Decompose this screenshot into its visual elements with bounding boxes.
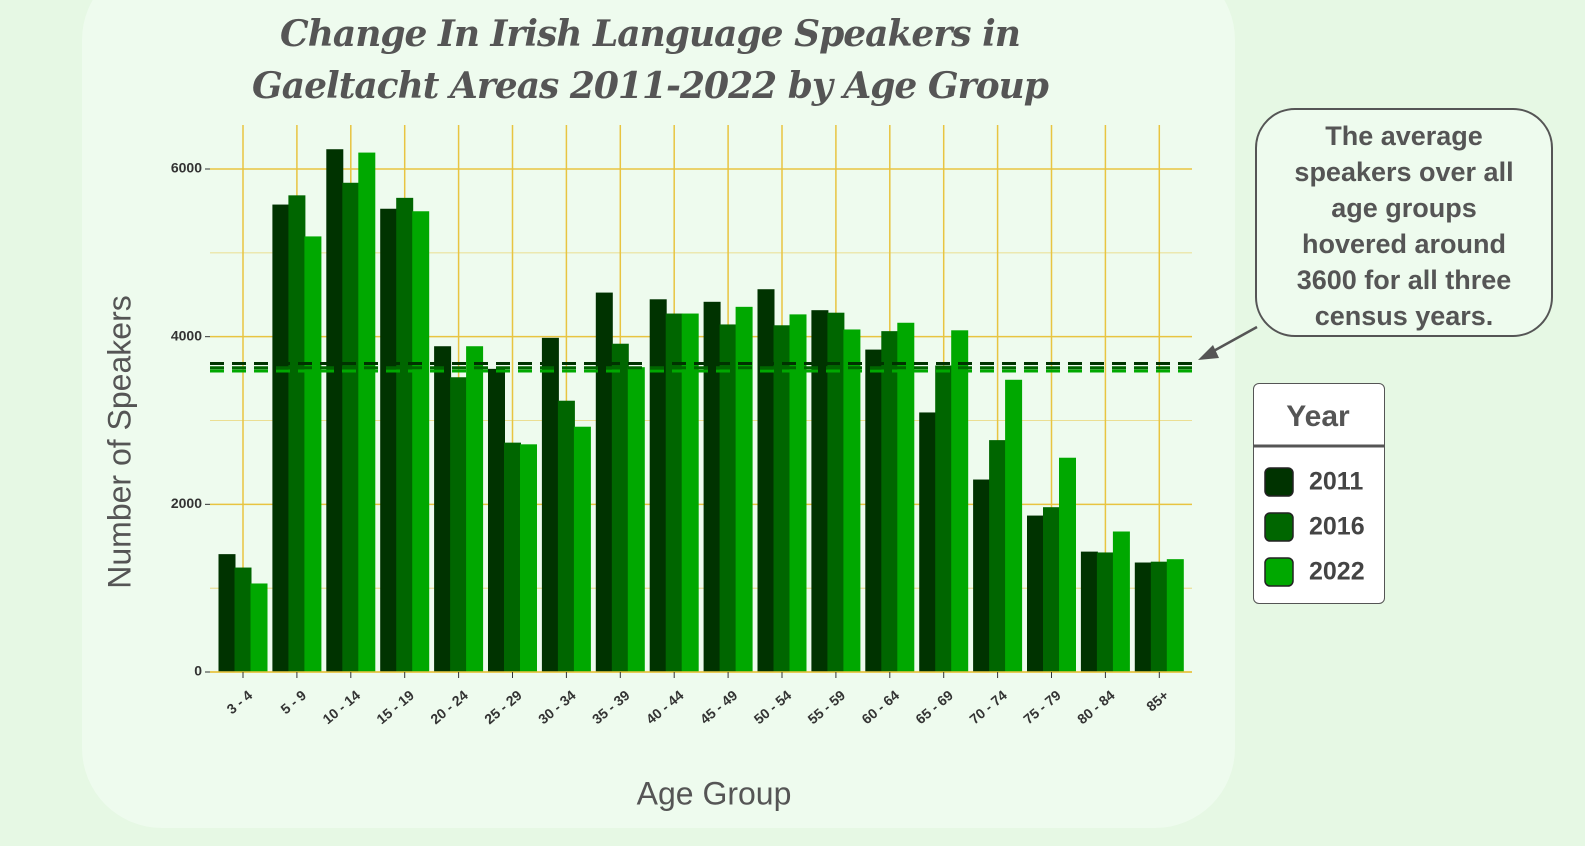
legend-label: 2016 (1309, 513, 1365, 541)
x-tick-label: 80 - 84 (1074, 687, 1118, 727)
bar (541, 337, 559, 673)
bar (520, 444, 537, 673)
y-tick-label: 4000 (171, 327, 202, 343)
y-axis-label: Number of Speakers (101, 295, 137, 588)
bar (1080, 551, 1098, 673)
bar (919, 412, 937, 673)
bar (304, 236, 322, 673)
bar (611, 343, 629, 673)
bar (1096, 552, 1114, 673)
x-tick-label: 75 - 79 (1020, 687, 1064, 727)
bar (504, 442, 521, 673)
bar (757, 289, 775, 673)
bar (973, 479, 991, 673)
legend: Year 2011 2016 2022 (1253, 383, 1385, 604)
x-tick-label: 25 - 29 (481, 687, 525, 727)
x-tick-label: 3 - 4 (224, 687, 256, 717)
annotation-arrowhead (1198, 345, 1219, 360)
legend-svg: Year 2011 2016 2022 (1254, 400, 1384, 587)
bar (897, 322, 915, 673)
bar (1166, 559, 1184, 673)
bar (935, 365, 953, 673)
x-tick-label: 65 - 69 (912, 687, 956, 727)
bar (234, 567, 252, 673)
x-tick-label: 40 - 44 (643, 687, 687, 727)
bar (1059, 457, 1076, 673)
bar (557, 400, 575, 673)
y-tick-label: 6000 (171, 160, 202, 176)
x-tick-label: 60 - 64 (858, 687, 902, 727)
x-tick-label: 85+ (1143, 687, 1171, 715)
x-tick-label: 35 - 39 (589, 687, 633, 727)
bar (881, 331, 899, 673)
bar (1005, 379, 1023, 673)
bar (1027, 515, 1044, 673)
x-tick-label: 45 - 49 (697, 687, 741, 727)
bar (326, 149, 344, 673)
bar (1112, 531, 1130, 673)
x-tick-label: 5 - 9 (277, 687, 309, 717)
legend-swatch (1264, 512, 1294, 542)
bar (412, 211, 430, 673)
x-tick-label: 50 - 54 (751, 687, 795, 727)
bar (450, 377, 468, 673)
x-tick-label: 55 - 59 (805, 687, 849, 727)
bar (434, 346, 452, 673)
legend-label: 2022 (1309, 558, 1365, 586)
x-tick-label: 70 - 74 (966, 687, 1010, 727)
legend-swatch (1264, 467, 1294, 497)
x-axis-label: Age Group (637, 775, 792, 811)
bar (1134, 562, 1152, 673)
bar (595, 292, 613, 673)
bar (989, 440, 1007, 673)
bar (396, 197, 414, 673)
x-tick-label: 20 - 24 (427, 687, 471, 727)
bar (1150, 561, 1168, 673)
legend-title: Year (1286, 400, 1350, 433)
bar (951, 330, 969, 673)
bar (342, 182, 360, 673)
legend-swatch (1264, 557, 1294, 587)
annotation: The average speakers over all age groups… (1255, 108, 1553, 337)
legend-label: 2011 (1309, 468, 1363, 496)
bar (649, 299, 667, 673)
bar (843, 329, 861, 673)
bar (488, 368, 505, 673)
bar (250, 583, 268, 673)
bar (865, 349, 883, 673)
bar (719, 324, 737, 673)
bar (272, 204, 290, 673)
bar (773, 325, 791, 673)
annotation-arrow (1209, 325, 1258, 355)
bar (573, 426, 591, 673)
bar (627, 367, 645, 673)
bar (466, 346, 484, 673)
x-tick-label: 30 - 34 (535, 687, 579, 727)
x-tick-label: 15 - 19 (373, 687, 417, 727)
bar (1043, 507, 1060, 673)
bar (358, 152, 376, 673)
bar (218, 554, 236, 673)
bar (288, 195, 306, 673)
y-tick-label: 0 (194, 663, 202, 679)
bar (380, 208, 398, 673)
y-tick-label: 2000 (171, 495, 202, 511)
x-tick-label: 10 - 14 (319, 687, 363, 727)
bar (703, 301, 721, 673)
chart-title: Change In Irish Language Speakers in Gae… (252, 13, 1049, 107)
